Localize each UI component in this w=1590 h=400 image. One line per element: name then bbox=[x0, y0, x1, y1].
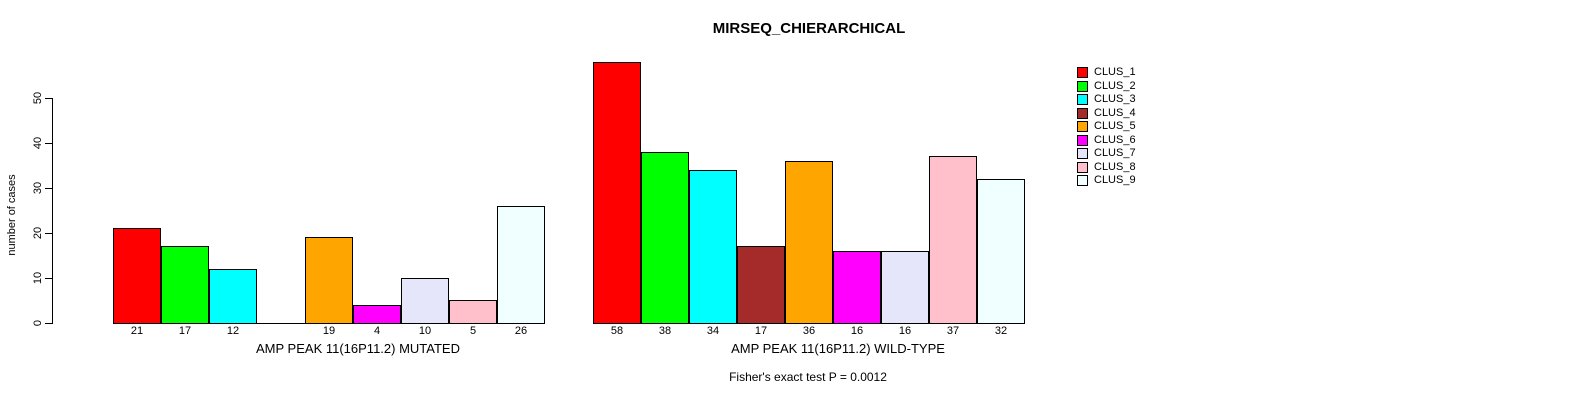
y-axis-tick-label: 50 bbox=[32, 91, 44, 104]
group-x-label-mutated: AMP PEAK 11(16P11.2) MUTATED bbox=[256, 341, 460, 356]
legend-label: CLUS_3 bbox=[1094, 93, 1136, 106]
fisher-test-footnote: Fisher's exact test P = 0.0012 bbox=[729, 370, 887, 384]
bar-clus_8 bbox=[929, 156, 977, 324]
chart-title: MIRSEQ_CHIERARCHICAL bbox=[712, 20, 906, 37]
bar-value-label: 10 bbox=[418, 325, 432, 337]
legend-label: CLUS_5 bbox=[1094, 120, 1136, 133]
bar-value-label: 12 bbox=[226, 325, 240, 337]
y-axis-tick bbox=[45, 232, 52, 234]
bar-clus_7 bbox=[881, 250, 929, 324]
legend-swatch-clus_4 bbox=[1077, 107, 1088, 119]
bar-clus_8 bbox=[449, 300, 497, 324]
bar-clus_9 bbox=[977, 178, 1025, 324]
y-axis-tick bbox=[45, 277, 52, 279]
y-axis-tick-label: 10 bbox=[32, 271, 44, 284]
y-axis-tick bbox=[45, 187, 52, 189]
y-axis-line bbox=[52, 97, 53, 324]
legend-item: CLUS_4 bbox=[1077, 107, 1136, 121]
legend-label: CLUS_1 bbox=[1094, 66, 1136, 79]
legend-item: CLUS_1 bbox=[1077, 66, 1136, 80]
bar-clus_3 bbox=[209, 268, 257, 324]
bar-value-label: 38 bbox=[658, 325, 672, 337]
legend-swatch-clus_5 bbox=[1077, 121, 1088, 133]
bar-value-label: 4 bbox=[373, 325, 381, 337]
legend-swatch-clus_7 bbox=[1077, 148, 1088, 160]
legend-swatch-clus_9 bbox=[1077, 175, 1088, 187]
legend-swatch-clus_8 bbox=[1077, 161, 1088, 173]
bar-value-label: 17 bbox=[754, 325, 768, 337]
bar-clus_1 bbox=[113, 228, 161, 324]
y-axis-tick-label: 20 bbox=[32, 226, 44, 239]
legend-label: CLUS_6 bbox=[1094, 133, 1136, 146]
legend-item: CLUS_3 bbox=[1077, 93, 1136, 107]
legend-swatch-clus_2 bbox=[1077, 80, 1088, 92]
bar-clus_5 bbox=[305, 237, 353, 324]
bar-clus_4 bbox=[737, 246, 785, 324]
legend-label: CLUS_4 bbox=[1094, 106, 1136, 119]
bar-clus_1 bbox=[593, 61, 641, 324]
legend-item: CLUS_5 bbox=[1077, 120, 1136, 134]
legend-item: CLUS_7 bbox=[1077, 147, 1136, 161]
bar-clus_6 bbox=[353, 304, 401, 324]
bar-value-label: 21 bbox=[130, 325, 144, 337]
y-axis-tick-label: 0 bbox=[32, 319, 44, 326]
legend-swatch-clus_3 bbox=[1077, 94, 1088, 106]
legend-label: CLUS_9 bbox=[1094, 174, 1136, 187]
bar-value-label: 17 bbox=[178, 325, 192, 337]
bar-value-label: 36 bbox=[802, 325, 816, 337]
bar-clus_3 bbox=[689, 169, 737, 324]
bar-value-label: 37 bbox=[946, 325, 960, 337]
bar-clus_6 bbox=[833, 250, 881, 324]
bar-value-label: 32 bbox=[994, 325, 1008, 337]
legend-swatch-clus_1 bbox=[1077, 67, 1088, 79]
y-axis-label: number of cases bbox=[6, 174, 18, 256]
legend-label: CLUS_2 bbox=[1094, 79, 1136, 92]
legend-label: CLUS_8 bbox=[1094, 160, 1136, 173]
bar-value-label: 16 bbox=[898, 325, 912, 337]
legend-label: CLUS_7 bbox=[1094, 147, 1136, 160]
bar-clus_9 bbox=[497, 205, 545, 324]
bar-clus_2 bbox=[161, 246, 209, 324]
group-x-label-wildtype: AMP PEAK 11(16P11.2) WILD-TYPE bbox=[731, 341, 945, 356]
legend-swatch-clus_6 bbox=[1077, 134, 1088, 146]
bar-value-label: 5 bbox=[469, 325, 477, 337]
y-axis-tick bbox=[45, 97, 52, 99]
y-axis-tick bbox=[45, 322, 52, 324]
bar-value-label: 19 bbox=[322, 325, 336, 337]
y-axis-tick-label: 40 bbox=[32, 136, 44, 149]
bar-clus_7 bbox=[401, 277, 449, 324]
legend-item: CLUS_6 bbox=[1077, 134, 1136, 148]
legend-item: CLUS_2 bbox=[1077, 80, 1136, 94]
y-axis-tick-label: 30 bbox=[32, 181, 44, 194]
y-axis-tick bbox=[45, 142, 52, 144]
bar-value-label: 26 bbox=[514, 325, 528, 337]
bar-value-label: 34 bbox=[706, 325, 720, 337]
bar-clus_5 bbox=[785, 160, 833, 324]
bar-clus_2 bbox=[641, 151, 689, 324]
legend-item: CLUS_8 bbox=[1077, 161, 1136, 175]
legend-item: CLUS_9 bbox=[1077, 174, 1136, 188]
bar-value-label: 58 bbox=[610, 325, 624, 337]
bar-value-label: 16 bbox=[850, 325, 864, 337]
